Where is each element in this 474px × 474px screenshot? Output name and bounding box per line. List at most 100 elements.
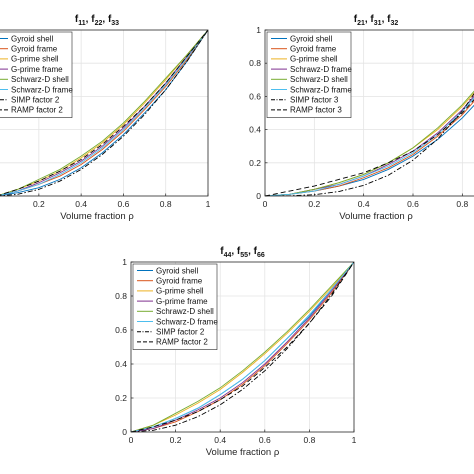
y-tick-label: 0.8 — [249, 58, 261, 68]
axes-frame — [264, 29, 474, 197]
x-tick-label: 0.6 — [407, 199, 419, 209]
legend-label-2: Gyroid frame — [290, 45, 337, 54]
legend-label-1: Gyroid shell — [11, 34, 53, 43]
title-separator: , — [231, 246, 237, 257]
title-symbol: f — [75, 14, 79, 25]
x-axis-label: Volume fraction ρ — [339, 211, 413, 222]
title-symbol: f — [387, 14, 391, 25]
chart-panel-2: 0 0.2 0.4 0.6 0.8 0 0.2 0.4 0.6 0.8 1 Volume fracti… — [249, 14, 474, 222]
legend-label-6: Schwarz-D frame — [11, 85, 73, 94]
legend-label-5: Schwarz-D shell — [11, 75, 69, 84]
legend-label-4: G-prime frame — [11, 65, 63, 74]
series-line-7 — [265, 93, 474, 196]
y-tick-label: 1 — [122, 257, 127, 267]
legend-label-5: Schrawz-D shell — [156, 307, 214, 316]
y-tick-label: 0.8 — [115, 291, 127, 301]
x-tick-label: 0 — [129, 435, 134, 445]
x-axis-label: Volume fraction ρ — [206, 447, 280, 458]
series-group — [0, 30, 208, 196]
chart-title: f21, f31, f32 — [354, 14, 399, 27]
title-subscript: 11 — [78, 20, 86, 27]
legend-box — [266, 31, 352, 118]
series-line-6 — [131, 262, 354, 432]
legend-label-3: G-prime shell — [290, 55, 338, 64]
series-group — [131, 262, 354, 432]
legend-label-5: Schwarz-D shell — [290, 75, 348, 84]
y-tick-label: 0 — [256, 191, 261, 201]
series-line-8 — [265, 98, 474, 196]
legend-label-7: SIMP factor 2 — [11, 96, 60, 105]
series-line-5 — [0, 30, 208, 196]
x-tick-label: 0.2 — [308, 199, 320, 209]
legend-label-4: G-prime frame — [156, 297, 208, 306]
title-separator: , — [86, 14, 92, 25]
title-subscript: 21 — [357, 20, 365, 27]
series-line-5 — [131, 262, 354, 432]
title-subscript: 31 — [374, 20, 382, 27]
series-line-2 — [131, 262, 354, 432]
title-symbol: f — [220, 246, 224, 257]
title-symbol: f — [237, 246, 241, 257]
legend-label-8: RAMP factor 2 — [11, 106, 63, 115]
title-symbol: f — [354, 14, 358, 25]
legend-label-4: Schrawz-D frame — [290, 65, 352, 74]
series-line-6 — [0, 30, 208, 196]
chart-panel-3: 0 0.2 0.4 0.6 0.8 1 0 0.2 0.4 0.6 0.8 1 Volume fract… — [115, 246, 356, 458]
chart-panel-1: 0.2 0.4 0.6 0.8 1 Volume fraction ρ f11, f22, … — [0, 14, 211, 222]
x-tick-label: 0.6 — [118, 199, 130, 209]
series-line-3 — [0, 30, 208, 196]
title-symbol: f — [254, 246, 258, 257]
legend-label-8: RAMP factor 2 — [156, 338, 208, 347]
legend-label-3: G-prime shell — [11, 55, 59, 64]
x-tick-label: 0.4 — [75, 199, 87, 209]
x-tick-label: 0.8 — [303, 435, 315, 445]
legend-box — [0, 31, 73, 118]
title-separator: , — [248, 246, 254, 257]
series-line-7 — [0, 30, 208, 196]
legend-label-6: Schwarz-D frame — [156, 317, 218, 326]
title-symbol: f — [370, 14, 374, 25]
title-separator: , — [382, 14, 388, 25]
legend-label-2: Gyroid frame — [11, 45, 58, 54]
y-tick-label: 0 — [122, 427, 127, 437]
x-tick-label: 0.4 — [358, 199, 370, 209]
x-axis-label: Volume fraction ρ — [60, 211, 134, 222]
x-tick-label: 0 — [263, 199, 268, 209]
y-tick-label: 1 — [256, 25, 261, 35]
legend-label-1: Gyroid shell — [290, 34, 332, 43]
title-subscript: 32 — [390, 20, 398, 27]
x-tick-label: 0.6 — [259, 435, 271, 445]
title-subscript: 44 — [224, 252, 232, 259]
series-line-8 — [131, 262, 354, 432]
title-subscript: 66 — [257, 252, 265, 259]
title-subscript: 33 — [111, 20, 119, 27]
x-tick-label: 0.8 — [160, 199, 172, 209]
title-symbol: f — [108, 14, 112, 25]
series-line-6 — [265, 97, 474, 196]
y-tick-label: 0.4 — [249, 125, 261, 135]
chart-title: f11, f22, f33 — [75, 14, 119, 27]
legend-label-8: RAMP factor 3 — [290, 106, 342, 115]
legend-label-7: SIMP factor 2 — [156, 328, 205, 337]
legend-label-2: Gyroid frame — [156, 277, 203, 286]
chart-title: f44, f55, f66 — [220, 246, 265, 259]
legend-box — [132, 263, 218, 350]
legend-label-1: Gyroid shell — [156, 266, 198, 275]
axes-frame — [130, 261, 355, 433]
title-subscript: 22 — [95, 20, 103, 27]
y-tick-label: 0.2 — [115, 393, 127, 403]
title-separator: , — [365, 14, 371, 25]
axes-frame — [0, 29, 209, 197]
y-tick-label: 0.2 — [249, 158, 261, 168]
x-tick-label: 0.2 — [170, 435, 182, 445]
legend-label-3: G-prime shell — [156, 287, 204, 296]
x-tick-label: 0.2 — [33, 199, 45, 209]
title-subscript: 55 — [240, 252, 248, 259]
x-tick-label: 0.8 — [456, 199, 468, 209]
x-tick-label: 0.4 — [214, 435, 226, 445]
series-line-3 — [131, 262, 354, 432]
